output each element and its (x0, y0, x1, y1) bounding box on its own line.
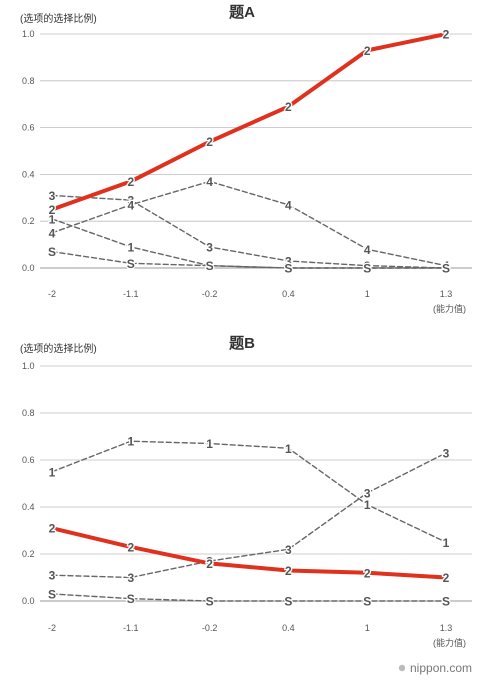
chart-a-series-3-line (51, 194, 447, 269)
chart-a-series-2-point: 2 (206, 135, 213, 149)
chart-a-series-4-point: 4 (364, 243, 371, 257)
chart-b-series-S-point: S (127, 592, 135, 606)
chart-b-series-3-point: 3 (49, 569, 56, 583)
chart-b-series-3-point: 3 (285, 543, 292, 557)
chart-b-series-S-point: S (363, 595, 371, 609)
chart-a-x-tick-label: 1 (365, 289, 370, 299)
chart-b: 0.0 0.2 0.4 0.6 0.8 1.0 -2 -1.1 -0.2 0.4 1 1.3 1 1 1 1 1… (22, 361, 472, 633)
chart-b-series-2-point: 2 (206, 557, 213, 571)
chart-b-series-S-line (51, 593, 447, 602)
chart-a-series-S-point: S (206, 259, 214, 273)
chart-a-series-2-point: 2 (49, 203, 56, 217)
chart-b-y-tick-label: 0.8 (22, 408, 35, 418)
chart-a-x-tick-label: 0.4 (282, 289, 295, 299)
chart-b-series-2-line (50, 526, 448, 580)
brand-text: nippon.com (410, 661, 472, 675)
chart-b-series-1-line (51, 440, 447, 543)
chart-b-x-label: (能力值) (433, 637, 466, 648)
chart-a-series-2-line (50, 32, 448, 212)
chart-b-series-1-point: 1 (127, 435, 134, 449)
chart-a-y-tick-label: 0.6 (22, 123, 35, 133)
chart-b-series-3-point: 3 (127, 571, 134, 585)
chart-a-series-2-point: 2 (364, 44, 371, 58)
chart-b-series-S-point: S (442, 595, 450, 609)
chart-a-series-S-point: S (284, 262, 292, 276)
chart-a-series-4-point: 4 (443, 259, 450, 273)
chart-b-y-tick-label: 0.0 (22, 596, 35, 606)
chart-b-y-tick-label: 0.4 (22, 502, 35, 512)
chart-a-series-1-point: 1 (443, 262, 450, 276)
chart-b-series-1-point: 1 (443, 536, 450, 550)
chart-a-series-3-point: 3 (443, 262, 450, 276)
chart-b-series-3-point: 3 (206, 555, 213, 569)
chart-b-series-2-point: 2 (364, 566, 371, 580)
chart-a-series-S-point: S (127, 257, 135, 271)
chart-b-x-tick-label: 1 (365, 623, 370, 633)
chart-a-series-4-point: 4 (206, 175, 213, 189)
chart-b-series-3-point: 3 (364, 486, 371, 500)
chart-a: 0.0 0.2 0.4 0.6 0.8 1.0 -2 -1.1 -0.2 0.4 1 1.3 3 3 3 3 3… (22, 26, 472, 299)
chart-a-x-tick-label: 1.3 (440, 289, 453, 299)
chart-a-series-2-point: 2 (127, 175, 134, 189)
chart-a-series-3-point: 3 (206, 240, 213, 254)
chart-a-series-1-point: 1 (206, 259, 213, 273)
chart-a-series-4-point: 4 (49, 226, 56, 240)
chart-b-series-2-point: 2 (49, 522, 56, 536)
chart-a-series-4-point: 4 (285, 198, 292, 212)
chart-b-series-2-point: 2 (127, 540, 134, 554)
chart-b-series-1-point: 1 (285, 442, 292, 456)
chart-a-series-2-point: 2 (285, 100, 292, 114)
chart-b-series-2-point: 2 (285, 564, 292, 578)
chart-a-y-label: (选项的选择比例) (20, 12, 97, 25)
chart-a-x-tick-label: -1.1 (123, 289, 139, 299)
brand-logo: nippon.com (398, 661, 472, 675)
chart-a-series-4-line (51, 180, 447, 267)
chart-a-series-4-point: 4 (127, 198, 134, 212)
chart-a-series-S-line (51, 250, 447, 269)
chart-b-series-1-point: 1 (206, 437, 213, 451)
chart-a-series-S-point: S (48, 245, 56, 259)
chart-b-title: 题B (229, 335, 255, 352)
chart-b-x-tick-label: 1.3 (440, 623, 453, 633)
brand-dot-icon (398, 664, 406, 672)
chart-a-series-1-point: 1 (285, 262, 292, 276)
chart-a-x-label: (能力值) (433, 303, 466, 314)
chart-b-series-S-point: S (206, 595, 214, 609)
chart-a-series-1-point: 1 (364, 262, 371, 276)
chart-b-y-tick-label: 1.0 (22, 361, 35, 371)
chart-a-series-3-point: 3 (285, 254, 292, 268)
chart-b-y-label: (选项的选择比例) (20, 342, 97, 355)
chart-a-series-3-point: 3 (49, 189, 56, 203)
chart-b-x-tick-label: 0.4 (282, 623, 295, 633)
chart-b-series-1-point: 1 (49, 465, 56, 479)
chart-a-series-3-point: 3 (364, 259, 371, 273)
chart-b-y-tick-label: 0.2 (22, 549, 35, 559)
chart-a-y-tick-label: 0.2 (22, 216, 35, 226)
chart-a-series-S-point: S (442, 262, 450, 276)
chart-b-x-tick-label: -0.2 (202, 623, 218, 633)
chart-a-y-tick-label: 0.4 (22, 169, 35, 179)
chart-b-x-tick-label: -1.1 (123, 623, 139, 633)
chart-a-series-S-point: S (363, 262, 371, 276)
chart-a-x-tick-label: -0.2 (202, 289, 218, 299)
chart-b-series-3-line (51, 452, 447, 579)
chart-a-y-tick-label: 0.0 (22, 263, 35, 273)
chart-b-series-3-point: 3 (443, 446, 450, 460)
chart-a-series-3-point: 3 (127, 194, 134, 208)
chart-b-series-1-point: 1 (364, 498, 371, 512)
chart-a-title: 题A (229, 4, 255, 21)
chart-a-x-tick-label: -2 (48, 289, 56, 299)
chart-b-series-2-point: 2 (443, 571, 450, 585)
chart-a-series-2-point: 2 (443, 28, 450, 42)
chart-a-series-1-point: 1 (49, 212, 56, 226)
chart-b-series-S-point: S (284, 595, 292, 609)
chart-b-x-tick-label: -2 (48, 623, 56, 633)
chart-a-y-tick-label: 0.8 (22, 76, 35, 86)
chart-a-series-1-point: 1 (127, 240, 134, 254)
chart-a-y-tick-label: 1.0 (22, 29, 35, 39)
chart-b-series-S-point: S (48, 587, 56, 601)
chart-b-y-tick-label: 0.6 (22, 455, 35, 465)
